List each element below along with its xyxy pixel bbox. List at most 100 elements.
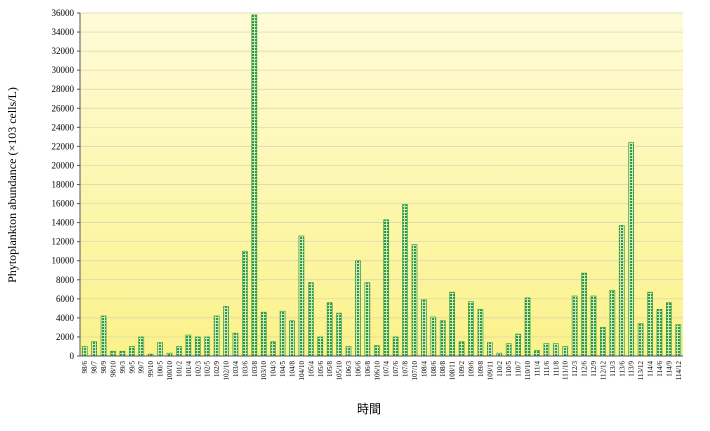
bar <box>421 299 427 357</box>
x-tick-label: 105/6 <box>317 361 325 377</box>
bar <box>260 311 267 357</box>
bar <box>364 282 371 357</box>
bar <box>534 349 540 357</box>
bar <box>524 297 531 357</box>
bar <box>176 346 182 357</box>
x-tick-label: 99/10 <box>147 361 155 377</box>
x-tick-label: 102/3 <box>194 361 202 377</box>
x-tick-label: 101/4 <box>185 361 193 377</box>
bar <box>185 334 192 357</box>
bar <box>307 282 314 357</box>
y-axis-title: Phytoplankton abundance (×103 cells/L) <box>5 87 19 283</box>
bar <box>600 327 606 357</box>
x-axis-title: 時間 <box>357 402 381 416</box>
bar <box>279 310 286 357</box>
x-tick-label: 107/6 <box>392 361 400 377</box>
x-tick-label: 103/8 <box>251 361 259 377</box>
x-tick-label: 109/11 <box>486 361 494 381</box>
y-tick-label: 16000 <box>52 199 75 209</box>
y-tick-label: 20000 <box>52 160 75 170</box>
bar <box>157 342 163 357</box>
y-tick-label: 26000 <box>52 103 75 113</box>
x-tick-label: 104/5 <box>279 361 287 377</box>
bar <box>411 244 418 357</box>
bar <box>590 295 597 357</box>
x-tick-label: 107/10 <box>411 361 419 381</box>
bar <box>458 341 465 357</box>
x-tick-label: 98/6 <box>81 361 89 374</box>
y-tick-label: 2000 <box>56 332 75 342</box>
bar <box>562 346 569 357</box>
bar <box>666 302 672 357</box>
x-tick-label: 109/8 <box>477 361 485 377</box>
bar <box>487 342 493 357</box>
y-tick-label: 4000 <box>56 313 75 323</box>
x-tick-label: 99/7 <box>138 361 146 374</box>
x-tick-label: 110/5 <box>505 361 513 377</box>
bar <box>91 341 97 357</box>
bar <box>194 336 201 357</box>
y-tick-label: 12000 <box>52 237 75 247</box>
x-tick-label: 110/2 <box>496 361 504 377</box>
x-tick-label: 107/4 <box>383 361 391 377</box>
x-tick-label: 99/5 <box>128 361 136 374</box>
x-tick-label: 104/10 <box>298 361 306 381</box>
bar <box>392 336 399 357</box>
bar <box>543 343 550 357</box>
bar <box>656 309 663 357</box>
x-tick-label: 114/6 <box>656 361 664 377</box>
y-tick-label: 14000 <box>52 218 75 228</box>
x-tick-label: 99/3 <box>119 361 127 374</box>
y-tick-label: 0 <box>70 351 75 361</box>
bar <box>552 343 559 357</box>
bar <box>439 320 446 357</box>
x-tick-label: 114/4 <box>647 361 655 377</box>
x-tick-label: 111/8 <box>552 361 560 377</box>
bar <box>515 333 521 357</box>
bar <box>675 324 682 357</box>
x-tick-label: 113/12 <box>637 361 645 381</box>
x-tick-label: 113/6 <box>618 361 626 377</box>
x-tick-label: 113/9 <box>628 361 636 377</box>
x-tick-label: 100/10 <box>166 361 174 381</box>
bar <box>110 350 116 357</box>
y-tick-label: 18000 <box>52 180 75 190</box>
bar <box>270 341 276 357</box>
y-tick-label: 24000 <box>52 122 75 132</box>
x-tick-label: 110/10 <box>524 361 532 381</box>
bar <box>383 219 390 357</box>
x-tick-label: 98/10 <box>109 361 117 377</box>
x-tick-label: 107/8 <box>402 361 410 377</box>
x-tick-label: 110/7 <box>515 361 523 377</box>
bar <box>505 343 512 357</box>
bar <box>242 250 248 357</box>
bar <box>477 309 484 357</box>
bar <box>345 346 352 357</box>
x-tick-label: 102/9 <box>213 361 221 377</box>
y-tick-label: 6000 <box>56 294 75 304</box>
bar <box>204 336 211 357</box>
bar <box>223 306 229 357</box>
x-tick-label: 112/9 <box>590 361 598 377</box>
x-tick-label: 106/6 <box>354 361 362 377</box>
x-tick-label: 105/4 <box>307 361 315 377</box>
x-tick-label: 111/4 <box>533 361 541 377</box>
x-tick-label: 100/5 <box>157 361 165 377</box>
bar <box>430 316 437 357</box>
bar <box>647 291 653 357</box>
x-tick-label: 112/3 <box>571 361 579 377</box>
bar <box>326 302 333 357</box>
y-tick-label: 36000 <box>52 8 75 18</box>
x-tick-label: 114/9 <box>665 361 673 377</box>
bar <box>138 336 145 357</box>
bar <box>449 291 456 357</box>
x-tick-label: 111/10 <box>562 361 570 380</box>
bar <box>571 295 578 357</box>
y-tick-label: 8000 <box>56 275 75 285</box>
x-tick-label: 104/8 <box>288 361 296 377</box>
x-tick-label: 106/10 <box>373 361 381 381</box>
bar <box>637 323 644 357</box>
x-tick-label: 103/6 <box>241 361 249 377</box>
x-tick-label: 113/3 <box>609 361 617 377</box>
x-tick-label: 98/9 <box>100 361 108 374</box>
